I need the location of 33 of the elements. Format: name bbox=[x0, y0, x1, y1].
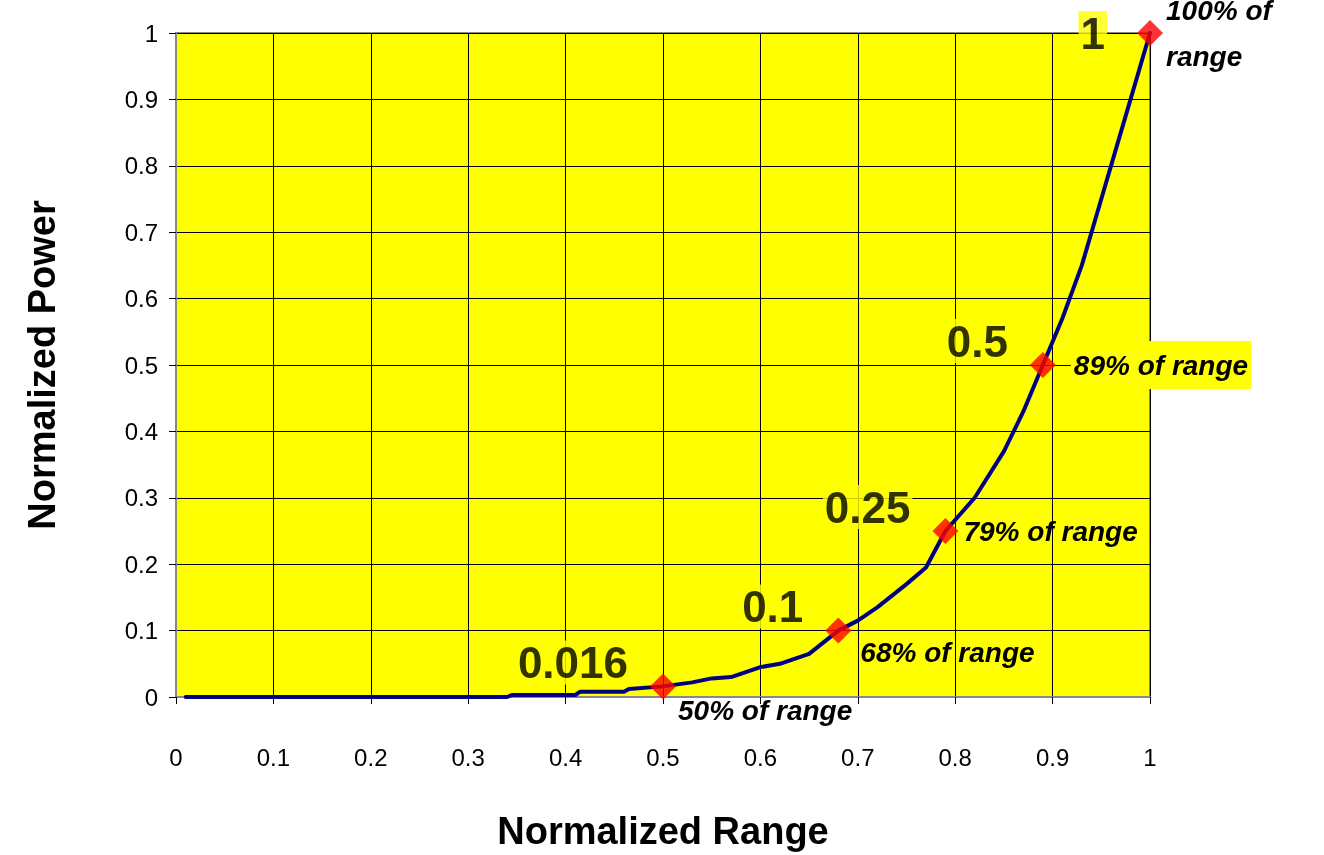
y-tick-label: 0.5 bbox=[124, 351, 158, 379]
data-label: 0.25 bbox=[824, 482, 911, 532]
annotation: 68% of range bbox=[860, 637, 1035, 669]
x-tick-label: 0.8 bbox=[938, 743, 972, 771]
y-tick-label: 0.7 bbox=[124, 218, 158, 246]
y-tick-label: 0.6 bbox=[124, 285, 158, 313]
x-tick-label: 0.4 bbox=[548, 743, 583, 771]
data-label: 0.016 bbox=[517, 637, 628, 687]
y-axis-title: Normalized Power bbox=[21, 200, 63, 530]
x-tick-label: 0.5 bbox=[646, 743, 680, 771]
y-tick-label: 0 bbox=[144, 683, 158, 711]
x-axis-title: Normalized Range bbox=[497, 810, 829, 852]
y-tick-label: 0.1 bbox=[124, 617, 158, 645]
x-tick-label: 0.9 bbox=[1035, 743, 1070, 771]
y-tick-label: 1 bbox=[144, 19, 158, 47]
y-tick-label: 0.8 bbox=[124, 152, 158, 180]
x-tick-label: 1 bbox=[1143, 743, 1157, 771]
x-tick-label: 0.3 bbox=[451, 743, 485, 771]
x-tick-label: 0.6 bbox=[743, 743, 778, 771]
x-tick-label: 0.1 bbox=[256, 743, 291, 771]
annotation: 89% of range bbox=[1073, 349, 1249, 381]
y-tick-label: 0.9 bbox=[124, 85, 158, 113]
x-tick-label: 0.2 bbox=[354, 743, 388, 771]
data-label: 0.5 bbox=[946, 316, 1008, 366]
data-label: 1 bbox=[1080, 8, 1105, 58]
data-label: 0.1 bbox=[742, 582, 804, 632]
y-tick-label: 0.3 bbox=[124, 484, 158, 512]
annotation: 100% of range bbox=[1166, 0, 1280, 72]
y-tick-label: 0.2 bbox=[124, 550, 158, 578]
x-tick-label: 0 bbox=[169, 743, 183, 771]
annotation: 50% of range bbox=[678, 694, 853, 726]
y-tick-label: 0.4 bbox=[124, 417, 158, 445]
x-tick-label: 0.7 bbox=[841, 743, 875, 771]
